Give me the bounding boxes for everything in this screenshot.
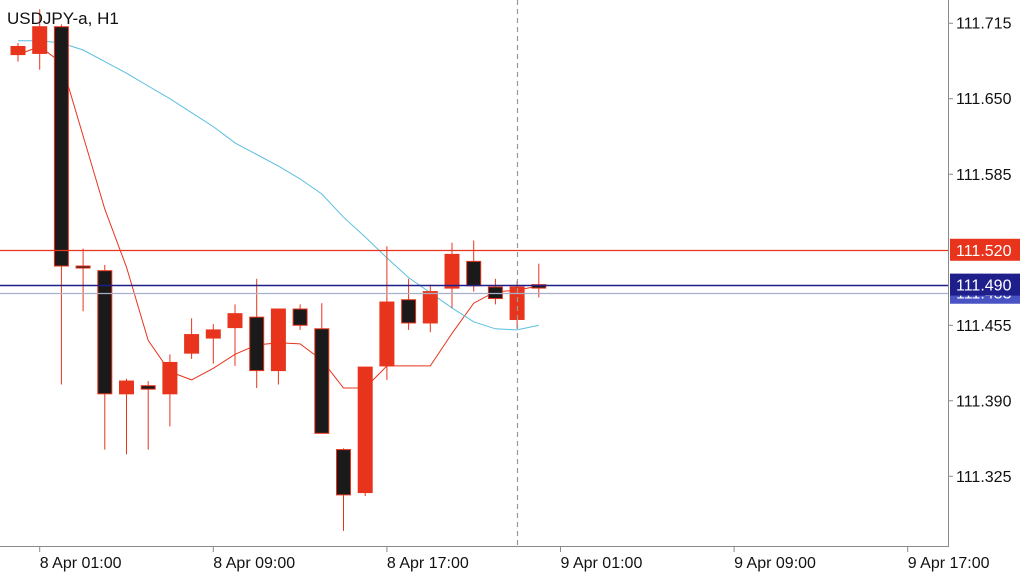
- candle-body-bear: [140, 385, 156, 390]
- candle: [119, 378, 134, 455]
- candle: [205, 324, 221, 364]
- time-tick-label: 8 Apr 17:00: [387, 555, 469, 572]
- candle: [75, 248, 91, 312]
- candle-body-bear: [97, 270, 113, 395]
- candle: [140, 381, 156, 450]
- time-axis: 8 Apr 01:00 8 Apr 09:00 8 Apr 17:00 9 Apr 0…: [39, 546, 990, 572]
- candle: [184, 318, 200, 359]
- price-badge-label: 111.520: [956, 243, 1012, 260]
- candle: [292, 304, 308, 330]
- candle: [444, 242, 460, 308]
- candle-body-bull: [379, 301, 395, 367]
- candle-body-bear: [53, 26, 69, 267]
- candle-body-bear: [292, 308, 308, 326]
- candle-body-bear: [314, 328, 330, 434]
- candle-body-bear: [249, 316, 265, 372]
- candle-body-bull: [162, 361, 178, 395]
- candle: [227, 304, 243, 366]
- candle: [357, 366, 373, 497]
- candle: [422, 284, 438, 333]
- candle-body-bull: [184, 334, 200, 354]
- price-levels-layer: [0, 0, 948, 546]
- candle-body-bear: [487, 286, 503, 300]
- candle-body-bear: [466, 260, 482, 287]
- candle: [249, 278, 265, 389]
- candle-body-bear: [531, 284, 547, 289]
- price-badge: [950, 238, 1020, 261]
- time-tick-label: 9 Apr 01:00: [561, 555, 643, 572]
- time-tick-label: 8 Apr 09:00: [213, 555, 295, 572]
- candle-body-bull: [444, 253, 460, 289]
- candle: [487, 278, 503, 305]
- candle: [32, 9, 48, 70]
- candle: [401, 278, 417, 330]
- price-tick-label: 111.455: [956, 318, 1012, 335]
- time-tick-label: 9 Apr 09:00: [734, 555, 816, 572]
- candle: [336, 448, 351, 531]
- chart-title: USDJPY-a, H1: [7, 9, 119, 28]
- price-tick-label: 111.390: [956, 393, 1012, 410]
- candle-body-bull: [32, 26, 48, 54]
- candle-body-bull: [422, 291, 438, 324]
- indicator-line-2: [18, 40, 539, 331]
- candle-body-bull: [270, 308, 286, 372]
- price-tick-label: 111.585: [956, 167, 1012, 184]
- price-badge: [950, 273, 1020, 296]
- candle: [10, 42, 26, 62]
- candle-body-bull: [357, 366, 373, 494]
- price-tick-label: 111.650: [956, 91, 1012, 108]
- candle: [379, 246, 395, 380]
- candle-body-bull: [227, 313, 243, 329]
- price-axis: 111.715 111.650 111.585 111.455 111.390 111.3…: [948, 16, 1012, 486]
- time-tick-label: 8 Apr 01:00: [40, 555, 122, 572]
- axes-frame: [0, 0, 949, 547]
- candle: [270, 308, 286, 385]
- time-tick-label: 9 Apr 17:00: [908, 555, 990, 572]
- candle: [314, 303, 330, 434]
- candle-body-bear: [401, 299, 417, 324]
- candle-body-bear: [75, 265, 91, 269]
- candle: [53, 24, 69, 385]
- price-tick-label: 111.715: [956, 16, 1012, 33]
- candle: [97, 264, 113, 450]
- candle-body-bull: [10, 45, 26, 56]
- price-badge-label: 111.490: [956, 278, 1012, 295]
- candle: [162, 354, 178, 427]
- candle-body-bull: [119, 380, 134, 395]
- candle-body-bull: [205, 329, 221, 339]
- candle-body-bear: [336, 449, 351, 496]
- candle: [531, 263, 547, 298]
- candles-layer: [10, 9, 547, 531]
- price-tick-label: 111.325: [956, 469, 1012, 486]
